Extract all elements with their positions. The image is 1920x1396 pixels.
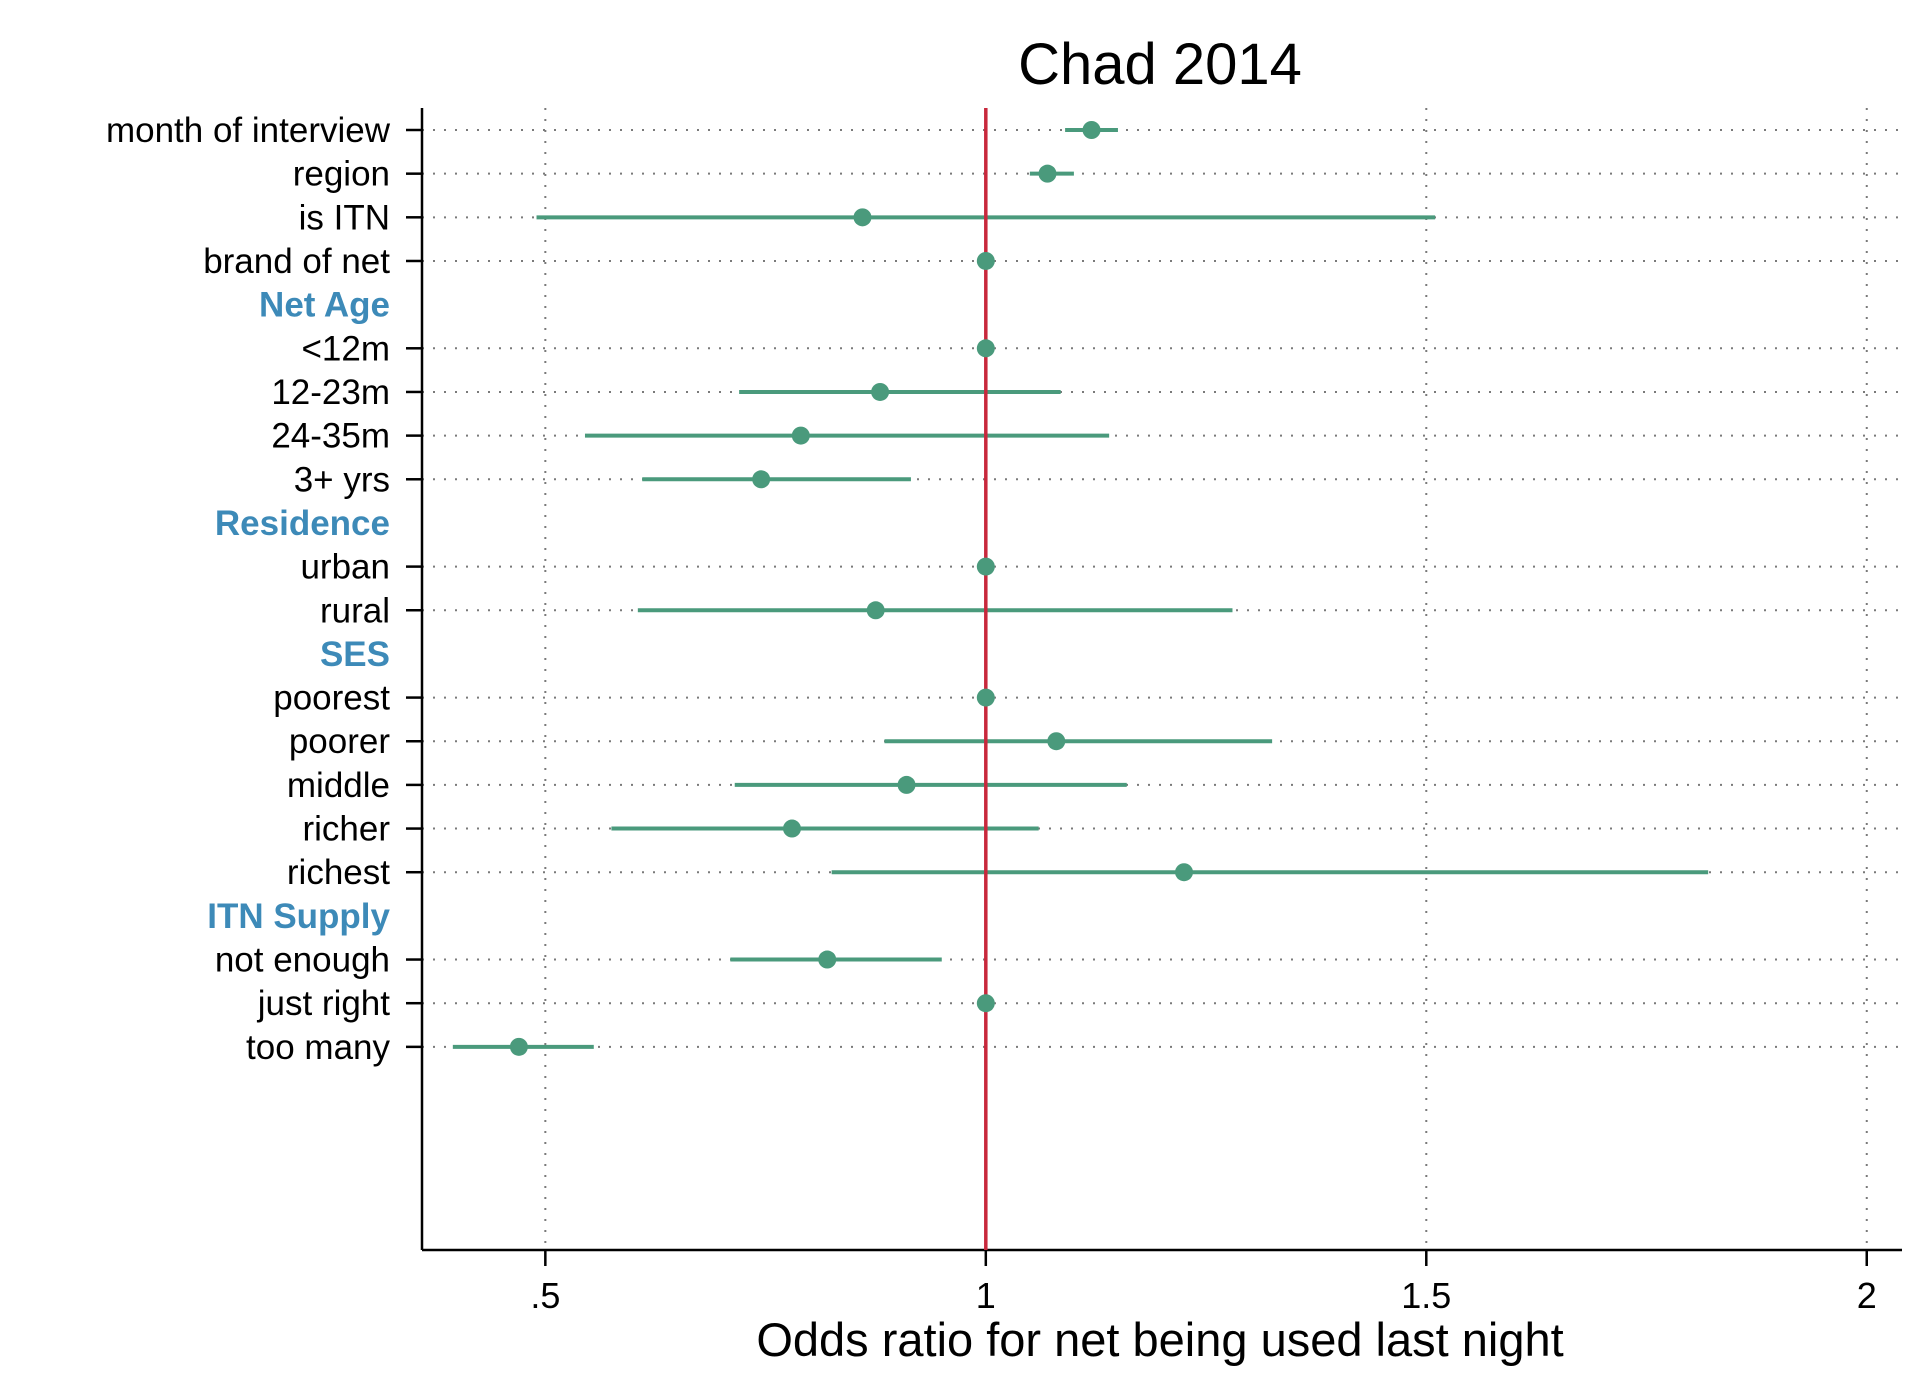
row-label: brand of net xyxy=(203,242,390,281)
row-label: <12m xyxy=(301,329,390,368)
point-estimate xyxy=(853,208,872,227)
point-estimate xyxy=(866,601,885,620)
group-label: Residence xyxy=(215,504,390,543)
point-estimate xyxy=(976,688,995,707)
point-estimate xyxy=(976,557,995,576)
row-label: poorest xyxy=(273,679,390,718)
point-estimate xyxy=(976,994,995,1013)
row-label: 3+ yrs xyxy=(294,460,390,499)
x-tick-label: .5 xyxy=(530,1275,560,1316)
point-estimate xyxy=(976,339,995,358)
group-label: Net Age xyxy=(259,286,390,325)
row-label: not enough xyxy=(215,941,390,980)
row-label: rural xyxy=(320,591,390,630)
point-estimates xyxy=(509,121,1194,1056)
axis-layer: .5 1 1.5 2 xyxy=(406,108,1902,1316)
row-label: urban xyxy=(300,548,390,587)
point-estimate xyxy=(1047,732,1066,751)
group-label: SES xyxy=(320,635,390,674)
point-estimate xyxy=(897,775,916,794)
group-label: ITN Supply xyxy=(207,897,390,936)
x-tick-label: 2 xyxy=(1857,1275,1877,1316)
x-axis-title: Odds ratio for net being used last night xyxy=(756,1313,1563,1366)
point-estimate xyxy=(871,382,890,401)
row-label: richest xyxy=(287,853,390,892)
x-tick-label: 1.5 xyxy=(1401,1275,1451,1316)
row-label: too many xyxy=(246,1028,390,1067)
row-labels: month of interview region is ITN brand of n… xyxy=(106,111,391,1067)
row-label: just right xyxy=(257,984,391,1023)
chart-title: Chad 2014 xyxy=(1018,32,1302,97)
point-estimate xyxy=(783,819,801,838)
point-estimate xyxy=(1038,164,1057,183)
row-label: 24-35m xyxy=(271,417,390,456)
point-estimate xyxy=(509,1037,528,1056)
row-label: region xyxy=(293,155,390,194)
point-estimate xyxy=(1175,863,1194,882)
row-label: 12-23m xyxy=(271,373,390,412)
row-label: richer xyxy=(302,810,390,849)
row-label: poorer xyxy=(289,722,391,761)
row-label: is ITN xyxy=(299,198,390,237)
point-estimate xyxy=(791,426,810,445)
point-estimate xyxy=(976,251,995,270)
row-label: middle xyxy=(287,766,390,805)
row-label: month of interview xyxy=(106,111,391,150)
point-estimate xyxy=(1082,121,1101,139)
point-estimate xyxy=(752,470,771,489)
grid-layer xyxy=(422,108,1902,1250)
confidence-intervals xyxy=(452,128,1709,1049)
point-estimate xyxy=(818,950,837,969)
x-tick-label: 1 xyxy=(976,1275,996,1316)
